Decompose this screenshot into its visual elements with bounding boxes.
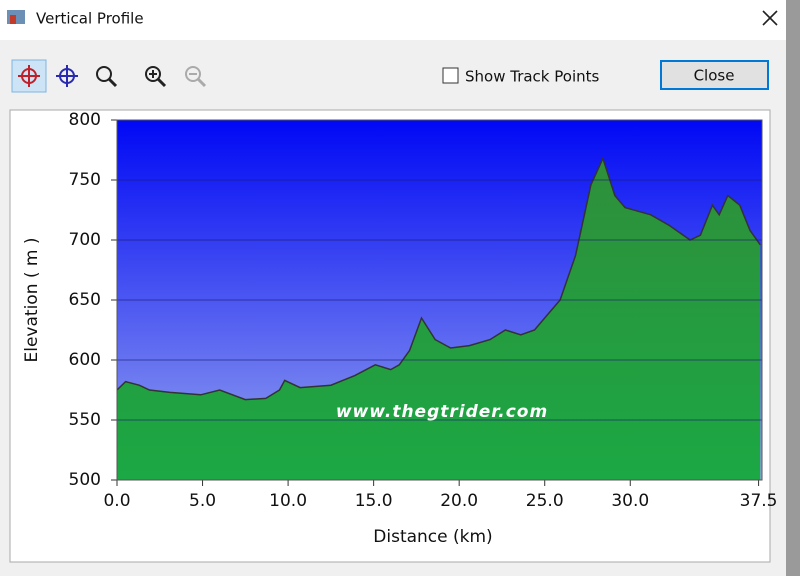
area-fill	[117, 158, 761, 480]
tool-icons[interactable]	[18, 65, 207, 88]
x-tick-label: 10.0	[269, 491, 307, 511]
y-axis-label: Elevation ( m )	[22, 237, 42, 362]
close-button-label[interactable]: Close	[694, 67, 735, 85]
checkbox[interactable]	[442, 67, 459, 84]
y-tick-label: 700	[69, 230, 101, 250]
plot: 500 550 600 650 700 750 800 0.0 5.0 10.0 15.0 20.0 2…	[69, 110, 778, 511]
y-tick-label: 500	[69, 470, 101, 490]
right-edge	[786, 0, 800, 576]
checkbox-label[interactable]: Show Track Points	[465, 68, 600, 86]
x-tick-label: 20.0	[440, 491, 478, 511]
y-tick-label: 550	[69, 410, 101, 430]
plot-border	[116, 119, 763, 481]
x-axis-label: Distance (km)	[373, 527, 492, 547]
x-tick-label: 37.5	[740, 491, 778, 511]
x-tick-label: 15.0	[355, 491, 393, 511]
close-button[interactable]	[660, 60, 769, 90]
x-tick-label: 0.0	[103, 491, 130, 511]
watermark: www.thegtrider.com	[336, 402, 548, 422]
y-tick-label: 650	[69, 290, 101, 310]
app-icon-part	[10, 15, 16, 24]
y-tick-label: 800	[69, 110, 101, 130]
y-tick-label: 600	[69, 350, 101, 370]
close-x[interactable]	[762, 10, 778, 26]
x-tick-label: 5.0	[189, 491, 216, 511]
x-tick-label: 30.0	[611, 491, 649, 511]
y-tick-label: 750	[69, 170, 101, 190]
x-tick-label: 25.0	[526, 491, 564, 511]
window-title: Vertical Profile	[36, 10, 144, 28]
